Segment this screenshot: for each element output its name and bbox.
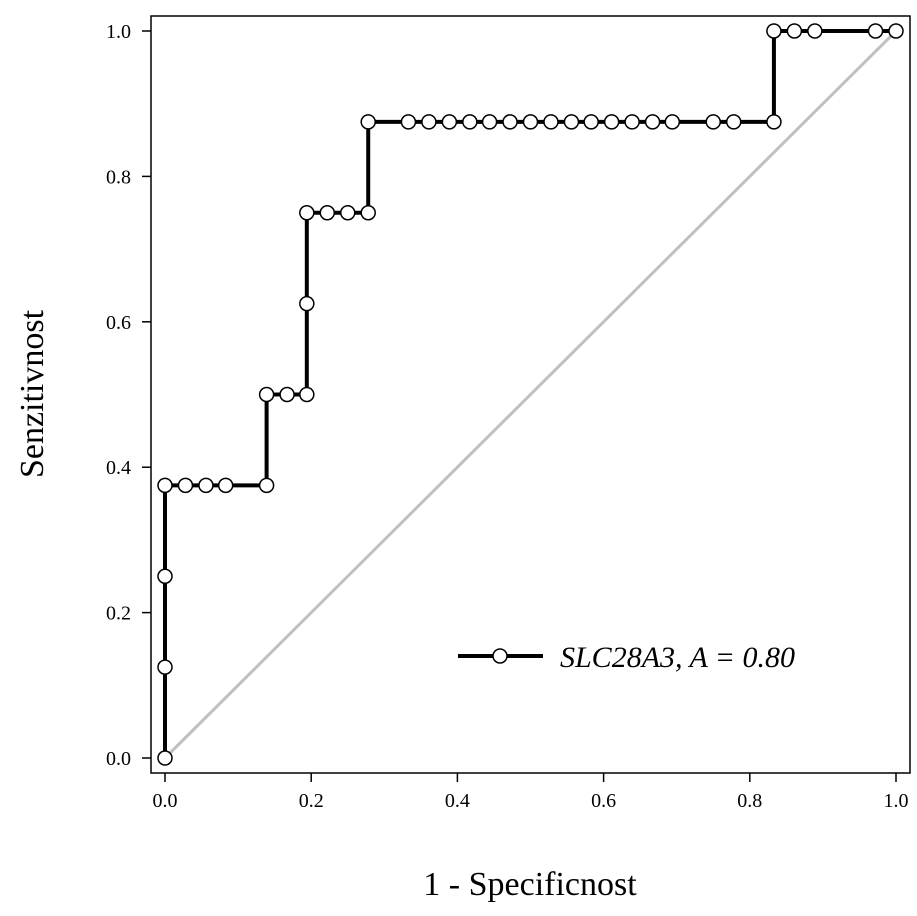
roc-point <box>360 205 376 221</box>
x-tick-label: 1.0 <box>884 790 909 812</box>
axis-layer: 0.0 0.2 0.4 0.6 0.8 1.0 0.0 0.2 0.4 0.6 0.8 1.0 <box>106 21 909 812</box>
x-tick-label: 0.2 <box>299 790 324 812</box>
roc-point <box>299 386 315 403</box>
roc-point <box>340 205 356 221</box>
roc-point <box>157 568 173 584</box>
roc-point <box>664 114 681 130</box>
roc-point <box>624 114 640 130</box>
roc-point <box>421 114 437 130</box>
roc-point <box>807 23 823 39</box>
reference-diagonal <box>163 29 898 760</box>
roc-point <box>299 205 315 221</box>
roc-point <box>522 114 539 130</box>
y-tick-label: 0.8 <box>106 166 131 188</box>
roc-point <box>258 477 275 494</box>
roc-point <box>786 23 803 39</box>
roc-point <box>157 750 173 766</box>
roc-point <box>888 23 904 39</box>
roc-point <box>725 114 742 130</box>
roc-point <box>279 386 295 403</box>
y-tick-label: 0.0 <box>106 748 131 770</box>
x-tick-label: 0.8 <box>737 790 762 812</box>
legend-label: SLC28A3, A = 0.80 <box>560 641 795 674</box>
legend-marker-swatch <box>492 648 508 664</box>
roc-point <box>400 114 417 130</box>
x-tick-label: 0.6 <box>591 790 616 812</box>
y-tick-label: 1.0 <box>106 21 131 43</box>
roc-point <box>644 114 661 130</box>
x-tick-label: 0.4 <box>445 790 470 812</box>
roc-point <box>217 477 234 494</box>
roc-point <box>177 477 194 494</box>
roc-point <box>766 23 782 39</box>
roc-point <box>462 114 478 130</box>
y-tick-label: 0.6 <box>106 312 131 334</box>
roc-point <box>502 114 518 130</box>
plot-frame <box>150 15 911 774</box>
roc-point <box>583 114 599 130</box>
roc-point <box>766 114 782 130</box>
y-tick-label: 0.4 <box>106 457 131 479</box>
roc-point <box>157 477 173 494</box>
roc-point <box>481 114 498 130</box>
x-axis-label: 1 - Specificnost <box>423 866 637 903</box>
roc-point <box>441 114 458 130</box>
roc-point <box>299 295 315 312</box>
roc-point <box>867 23 884 39</box>
reference-diagonal-layer <box>163 29 898 760</box>
legend: SLC28A3, A = 0.80 <box>458 641 795 674</box>
roc-point <box>157 659 173 675</box>
roc-point <box>705 114 721 130</box>
roc-point <box>543 114 559 130</box>
roc-point <box>258 386 275 403</box>
y-axis-label: Senzitivnost <box>14 309 51 478</box>
roc-point <box>360 114 376 130</box>
series-layer <box>157 23 904 766</box>
x-tick-label: 0.0 <box>153 790 178 812</box>
roc-point <box>563 114 580 130</box>
roc-point <box>603 114 620 130</box>
y-tick-label: 0.2 <box>106 603 131 625</box>
roc-point <box>319 205 336 221</box>
roc-point <box>198 477 214 494</box>
